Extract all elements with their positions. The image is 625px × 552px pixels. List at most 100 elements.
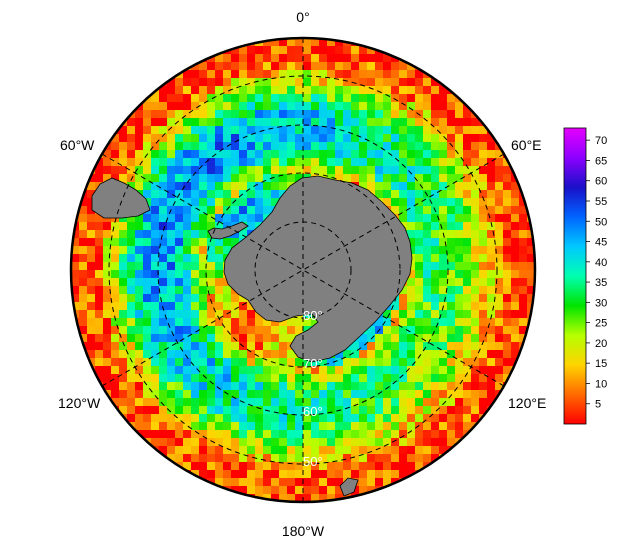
data-cell xyxy=(399,350,408,359)
data-cell xyxy=(335,398,344,407)
data-cell xyxy=(447,374,456,383)
data-cell xyxy=(303,318,312,327)
data-cell xyxy=(143,382,152,391)
data-cell xyxy=(463,374,472,383)
data-cell xyxy=(239,422,248,431)
data-cell xyxy=(367,158,376,167)
data-cell xyxy=(439,398,448,407)
data-cell xyxy=(431,350,440,359)
data-cell xyxy=(167,150,176,159)
data-cell xyxy=(343,398,352,407)
data-cell xyxy=(223,454,232,463)
data-cell xyxy=(71,334,80,343)
data-cell xyxy=(191,406,200,415)
data-cell xyxy=(495,350,504,359)
data-cell xyxy=(351,86,360,95)
data-cell xyxy=(335,486,344,495)
data-cell xyxy=(103,334,112,343)
data-cell xyxy=(463,142,472,151)
data-cell xyxy=(447,246,456,255)
data-cell xyxy=(447,358,456,367)
data-cell xyxy=(391,390,400,399)
data-cell xyxy=(199,166,208,175)
data-cell xyxy=(247,166,256,175)
data-cell xyxy=(159,150,168,159)
data-cell xyxy=(271,446,280,455)
data-cell xyxy=(407,102,416,111)
data-cell xyxy=(447,214,456,223)
data-cell xyxy=(199,222,208,231)
data-cell xyxy=(287,398,296,407)
data-cell xyxy=(471,414,480,423)
data-cell xyxy=(95,166,104,175)
data-cell xyxy=(271,166,280,175)
data-cell xyxy=(239,390,248,399)
data-cell xyxy=(215,270,224,279)
data-cell xyxy=(351,118,360,127)
data-cell xyxy=(247,142,256,151)
data-cell xyxy=(263,430,272,439)
data-cell xyxy=(527,334,535,343)
data-cell xyxy=(119,158,128,167)
data-cell xyxy=(151,190,160,199)
data-cell xyxy=(167,326,176,335)
data-cell xyxy=(439,134,448,143)
data-cell xyxy=(423,94,432,103)
data-cell xyxy=(519,302,528,311)
data-cell xyxy=(279,430,288,439)
data-cell xyxy=(487,398,496,407)
data-cell xyxy=(247,46,256,55)
lon-label-120e: 120°E xyxy=(508,395,546,411)
data-cell xyxy=(335,134,344,143)
data-cell xyxy=(191,70,200,79)
data-cell xyxy=(431,446,440,455)
data-cell xyxy=(103,150,112,159)
data-cell xyxy=(127,342,136,351)
data-cell xyxy=(151,150,160,159)
data-cell xyxy=(87,334,96,343)
data-cell xyxy=(415,326,424,335)
data-cell xyxy=(327,414,336,423)
data-cell xyxy=(471,326,480,335)
data-cell xyxy=(247,54,256,63)
data-cell xyxy=(431,142,440,151)
data-cell xyxy=(247,382,256,391)
data-cell xyxy=(423,326,432,335)
data-cell xyxy=(327,134,336,143)
data-cell xyxy=(239,46,248,55)
data-cell xyxy=(319,406,328,415)
data-cell xyxy=(215,446,224,455)
data-cell xyxy=(311,382,320,391)
data-cell xyxy=(295,134,304,143)
data-cell xyxy=(247,182,256,191)
data-cell xyxy=(511,302,520,311)
data-cell xyxy=(391,78,400,87)
data-cell xyxy=(327,358,336,367)
data-cell xyxy=(183,206,192,215)
data-cell xyxy=(327,382,336,391)
data-cell xyxy=(431,430,440,439)
data-cell xyxy=(143,310,152,319)
data-cell xyxy=(511,238,520,247)
data-cell xyxy=(271,182,280,191)
data-cell xyxy=(111,326,120,335)
data-cell xyxy=(87,246,96,255)
data-cell xyxy=(263,318,272,327)
data-cell xyxy=(215,150,224,159)
data-cell xyxy=(271,190,280,199)
data-cell xyxy=(431,270,440,279)
data-cell xyxy=(327,494,336,502)
data-cell xyxy=(199,62,208,71)
data-cell xyxy=(399,390,408,399)
data-cell xyxy=(319,126,328,135)
data-cell xyxy=(415,382,424,391)
data-cell xyxy=(359,406,368,415)
data-cell xyxy=(343,118,352,127)
data-cell xyxy=(519,206,528,215)
data-cell xyxy=(319,142,328,151)
data-cell xyxy=(511,334,520,343)
data-cell xyxy=(71,286,80,295)
data-cell xyxy=(143,278,152,287)
data-cell xyxy=(423,438,432,447)
data-cell xyxy=(167,222,176,231)
